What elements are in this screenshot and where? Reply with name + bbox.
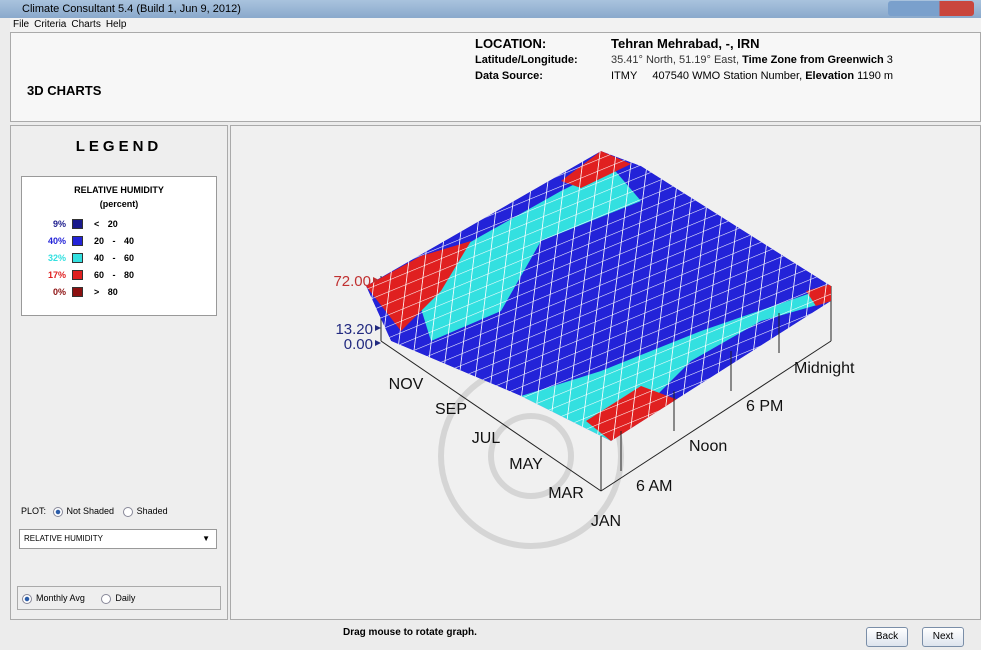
legend-percent: 40% bbox=[47, 236, 66, 246]
legend-title: LEGEND bbox=[75, 138, 163, 155]
legend-box: RELATIVE HUMIDITY (percent) 9% < 20 40% 20 … bbox=[21, 176, 217, 316]
chart-panel[interactable]: 72.00 13.20 0.00 JAN MAR MAY JUL SEP NOV 6 AM Noon… bbox=[230, 125, 981, 620]
hour-label: 6 PM bbox=[746, 398, 783, 415]
legend-range: 20 - 40 bbox=[94, 236, 135, 246]
radio-shaded[interactable]: Shaded bbox=[122, 506, 168, 517]
menu-item[interactable]: File bbox=[13, 19, 30, 30]
menu-item[interactable]: Help bbox=[105, 19, 127, 30]
hint: Drag mouse to rotate graph. bbox=[343, 627, 477, 638]
location: Tehran Mehrabad, -, IRN bbox=[611, 36, 760, 51]
hour-label: 6 AM bbox=[636, 478, 672, 495]
source: ITMY bbox=[611, 70, 638, 82]
legend-range: 60 - 80 bbox=[94, 270, 135, 280]
menu-item[interactable]: Criteria bbox=[34, 19, 67, 30]
left-panel: LEGEND RELATIVE HUMIDITY (percent) 9% < 2… bbox=[10, 125, 228, 620]
elevation: 1190 m bbox=[857, 70, 894, 82]
menu-item[interactable]: Charts bbox=[71, 19, 101, 30]
legend-swatch bbox=[72, 287, 83, 297]
latlong: 35.41° North, 51.19° East, bbox=[611, 54, 740, 66]
window-controls[interactable] bbox=[888, 1, 974, 16]
legend-percent: 9% bbox=[52, 219, 66, 229]
elevation-label: Elevation bbox=[805, 70, 855, 82]
z-tick-arrow bbox=[373, 277, 379, 283]
z-tick-arrow bbox=[375, 325, 381, 331]
plot-row: PLOT: Not Shaded Shaded bbox=[21, 506, 168, 517]
next-button[interactable]: Next bbox=[922, 627, 964, 647]
period-row: Monthly Avg Daily bbox=[17, 586, 221, 610]
radio-daily[interactable]: Daily bbox=[101, 593, 136, 604]
z-axis-label: 0.00 bbox=[344, 336, 373, 353]
z-axis-label: 72.00 bbox=[333, 273, 371, 290]
source-label: Data Source: bbox=[475, 70, 543, 82]
legend-swatch bbox=[72, 236, 83, 246]
legend-variable: RELATIVE HUMIDITY bbox=[74, 185, 164, 195]
radio-label: Monthly Avg bbox=[36, 593, 85, 603]
legend-unit: (percent) bbox=[99, 199, 139, 209]
window-title: Climate Consultant 5.4 (Build 1, Jun 9, … bbox=[22, 3, 241, 15]
legend-range: < 20 bbox=[94, 219, 118, 229]
variable-dropdown[interactable]: RELATIVE HUMIDITY ▼ bbox=[19, 529, 217, 549]
month-label: SEP bbox=[435, 401, 467, 418]
surface bbox=[366, 151, 831, 441]
z-axis-label: 13.20 bbox=[335, 321, 373, 338]
title-bar: Climate Consultant 5.4 (Build 1, Jun 9, … bbox=[0, 0, 981, 18]
legend-swatch bbox=[72, 270, 83, 280]
back-button[interactable]: Back bbox=[866, 627, 908, 647]
month-label: MAR bbox=[548, 485, 584, 502]
legend-swatch bbox=[72, 253, 83, 263]
header-panel: 3D CHARTS LOCATION: Tehran Mehrabad, -, … bbox=[10, 32, 981, 122]
radio-label: Shaded bbox=[136, 506, 168, 516]
surface-chart: 72.00 13.200.00 JAN MAR MAY JUL SEP NOV 6 AM Noon… bbox=[333, 151, 855, 549]
legend-swatch bbox=[72, 219, 83, 229]
hour-label: Midnight bbox=[794, 360, 855, 377]
radio-monthly[interactable]: Monthly Avg bbox=[22, 593, 85, 604]
timezone: 3 bbox=[886, 54, 893, 66]
location-label: LOCATION: bbox=[475, 36, 547, 51]
month-label: JUL bbox=[472, 430, 501, 447]
page-title: 3D CHARTS bbox=[27, 83, 102, 98]
legend-percent: 32% bbox=[47, 253, 66, 263]
radio-label: Not Shaded bbox=[66, 506, 115, 516]
hour-label: Noon bbox=[689, 438, 727, 455]
month-label: NOV bbox=[389, 376, 424, 393]
source-row: ITMY 407540 WMO Station Number, Elevatio… bbox=[611, 70, 893, 82]
menu-bar: File Criteria Charts Help bbox=[10, 18, 981, 32]
latlong-row: 35.41° North, 51.19° East, Time Zone fro… bbox=[611, 54, 893, 66]
timezone-label: Time Zone from Greenwich bbox=[742, 54, 884, 66]
z-tick-arrow bbox=[375, 340, 381, 346]
legend-range: > 80 bbox=[94, 287, 118, 297]
legend-percent: 0% bbox=[52, 287, 66, 297]
station: 407540 WMO Station Number, bbox=[652, 70, 803, 82]
latlong-label: Latitude/Longitude: bbox=[475, 54, 578, 66]
footer: Drag mouse to rotate graph. Back Next bbox=[10, 620, 981, 650]
month-label: MAY bbox=[509, 456, 543, 473]
radio-label: Daily bbox=[115, 593, 136, 603]
dropdown-arrow: ▼ bbox=[202, 534, 210, 543]
plot-label: PLOT: bbox=[21, 506, 47, 516]
legend-percent: 17% bbox=[47, 270, 66, 280]
legend-range: 40 - 60 bbox=[94, 253, 135, 263]
month-label: JAN bbox=[591, 513, 621, 530]
dropdown-value: RELATIVE HUMIDITY bbox=[24, 534, 103, 543]
radio-not-shaded[interactable]: Not Shaded bbox=[52, 506, 115, 517]
